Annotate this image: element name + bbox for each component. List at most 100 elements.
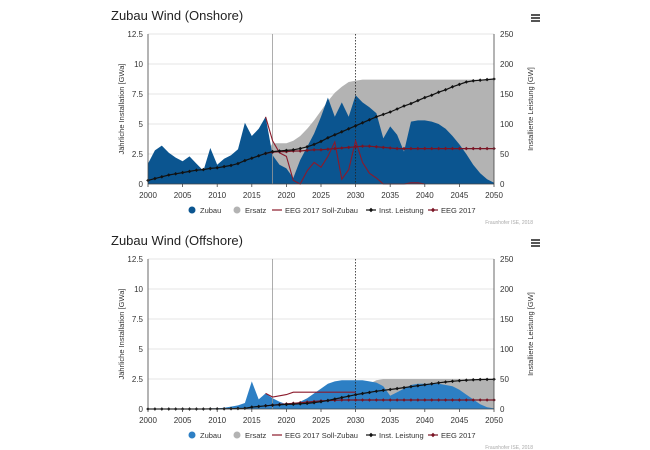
x-tick-label: 2050 <box>485 191 503 200</box>
y2-tick-label: 250 <box>500 30 514 39</box>
x-tick-label: 2005 <box>174 416 192 425</box>
data-point-inst-leistung <box>416 98 420 103</box>
legend-item-ersatz: Ersatz <box>245 431 267 440</box>
data-point-eeg-2017 <box>395 398 399 402</box>
legend-item-inst-leistung: Inst. Leistung <box>379 431 424 440</box>
x-tick-label: 2005 <box>174 191 192 200</box>
data-point-eeg-2017 <box>457 398 462 402</box>
data-point-eeg-2017 <box>478 146 482 151</box>
data-point-inst-leistung <box>236 406 240 411</box>
data-point-eeg-2017 <box>485 146 489 151</box>
y2-tick-label: 50 <box>500 150 509 159</box>
hamburger-menu-icon[interactable] <box>531 239 540 247</box>
x-tick-label: 2020 <box>278 191 296 200</box>
y2-tick-label: 200 <box>500 285 514 294</box>
data-point-inst-leistung <box>263 151 268 156</box>
data-point-eeg-2017 <box>353 145 358 149</box>
data-point-eeg-2017 <box>339 146 344 150</box>
data-point-inst-leistung <box>229 163 233 168</box>
data-point-eeg-2017 <box>395 146 399 151</box>
x-tick-label: 2010 <box>208 191 226 200</box>
data-point-eeg-2017 <box>485 398 489 402</box>
data-point-eeg-2017 <box>450 398 455 402</box>
data-point-inst-leistung <box>222 164 226 169</box>
data-point-inst-leistung <box>374 115 379 119</box>
hamburger-menu-icon[interactable] <box>531 14 540 22</box>
data-point-inst-leistung <box>305 401 309 406</box>
data-point-eeg-2017 <box>471 398 476 402</box>
data-point-inst-leistung <box>471 377 476 382</box>
data-point-inst-leistung <box>312 400 316 405</box>
data-point-eeg-2017 <box>402 398 406 402</box>
legend-item-eeg-2017: EEG 2017 <box>441 206 476 215</box>
legend-item-eeg-soll-zubau: EEG 2017 Soll-Zubau <box>285 206 358 215</box>
chart-title: Zubau Wind (Offshore) <box>111 233 243 248</box>
series-line-eeg-2017 <box>265 399 494 407</box>
x-tick-label: 2035 <box>381 416 399 425</box>
y-tick-label: 2.5 <box>132 375 144 384</box>
data-point-inst-leistung <box>298 402 303 406</box>
data-point-inst-leistung <box>180 170 185 175</box>
data-point-inst-leistung <box>388 110 392 114</box>
data-point-inst-leistung <box>395 107 399 111</box>
data-point-inst-leistung <box>243 406 247 411</box>
data-point-eeg-2017 <box>443 146 448 151</box>
data-point-inst-leistung <box>478 377 482 382</box>
data-point-eeg-2017 <box>346 398 351 402</box>
data-point-inst-leistung <box>160 175 164 179</box>
data-point-inst-leistung <box>236 161 240 166</box>
data-point-eeg-2017 <box>471 146 476 151</box>
data-point-inst-leistung <box>478 78 482 82</box>
chart-svg: 2000 2005 2010 2015 2020 2025 2030 2035 2040 2045… <box>117 255 535 450</box>
data-point-eeg-2017 <box>409 398 413 402</box>
data-point-inst-leistung <box>194 168 199 172</box>
data-point-inst-leistung <box>443 380 448 384</box>
data-point-inst-leistung <box>409 384 413 389</box>
data-point-inst-leistung <box>201 167 206 172</box>
data-point-inst-leistung <box>457 378 462 383</box>
y2-tick-label: 50 <box>500 375 509 384</box>
data-point-eeg-2017 <box>346 145 351 150</box>
data-point-inst-leistung <box>464 80 469 84</box>
data-point-inst-leistung <box>153 176 157 181</box>
data-point-inst-leistung <box>423 382 427 387</box>
data-point-eeg-2017 <box>381 145 386 150</box>
data-point-eeg-2017 <box>339 398 344 402</box>
data-point-eeg-2017 <box>416 398 420 402</box>
legend-marker-eeg-2017 <box>430 432 436 438</box>
data-point-inst-leistung <box>429 382 434 386</box>
data-point-inst-leistung <box>353 392 358 397</box>
data-point-eeg-2017 <box>478 398 482 402</box>
legend-marker-ersatz <box>233 431 241 439</box>
data-point-inst-leistung <box>436 90 441 94</box>
data-point-inst-leistung <box>173 172 178 176</box>
y-tick-label: 12.5 <box>127 255 143 264</box>
legend-marker-inst-leistung <box>368 432 374 438</box>
data-point-eeg-2017 <box>436 398 441 402</box>
data-point-eeg-2017 <box>409 146 413 151</box>
data-point-eeg-2017 <box>305 148 309 153</box>
data-point-inst-leistung <box>402 104 406 108</box>
data-point-inst-leistung <box>326 398 330 403</box>
data-point-eeg-2017 <box>429 398 434 402</box>
data-point-inst-leistung <box>471 79 476 83</box>
x-tick-label: 2015 <box>243 191 261 200</box>
legend-item-eeg-soll-zubau: EEG 2017 Soll-Zubau <box>285 431 358 440</box>
data-point-inst-leistung <box>291 148 296 152</box>
credit-text: Fraunhofer ISE, 2018 <box>485 220 533 225</box>
data-point-inst-leistung <box>423 95 427 100</box>
data-point-inst-leistung <box>298 146 303 151</box>
y2-tick-label: 0 <box>500 405 505 414</box>
x-tick-label: 2000 <box>139 191 157 200</box>
data-point-inst-leistung <box>485 77 489 82</box>
series-line-eeg-soll-zubau <box>265 391 356 398</box>
data-point-inst-leistung <box>250 156 254 160</box>
data-point-inst-leistung <box>333 133 337 137</box>
y2-tick-label: 200 <box>500 60 514 69</box>
y2-tick-label: 250 <box>500 255 514 264</box>
data-point-eeg-2017 <box>374 398 379 402</box>
y2-tick-label: 150 <box>500 90 514 99</box>
data-point-inst-leistung <box>367 118 372 122</box>
data-point-inst-leistung <box>291 402 296 406</box>
x-tick-label: 2020 <box>278 416 296 425</box>
